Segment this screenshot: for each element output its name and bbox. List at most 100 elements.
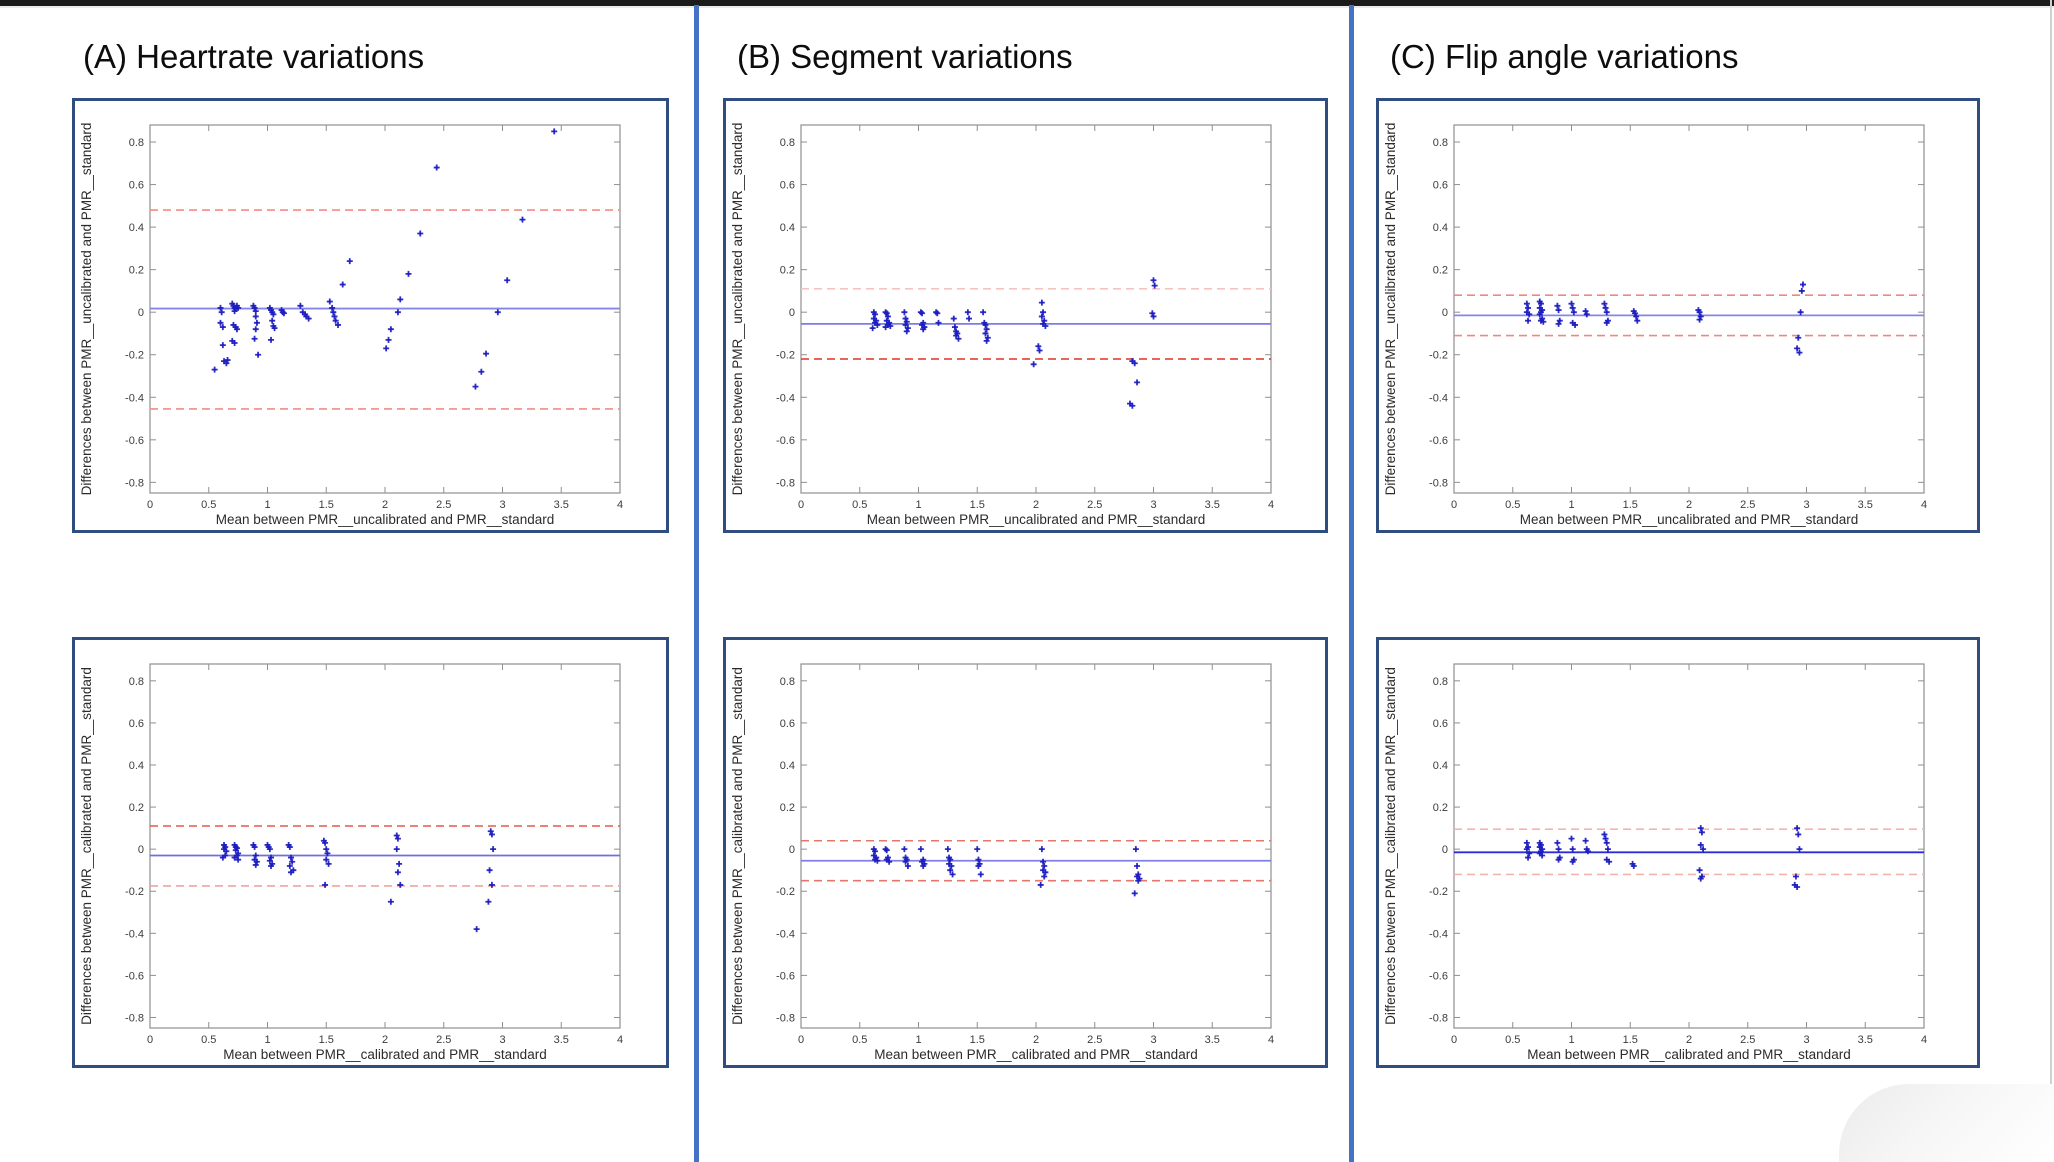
svg-text:0.5: 0.5 bbox=[201, 499, 216, 511]
svg-text:1.5: 1.5 bbox=[319, 499, 334, 511]
svg-text:2.5: 2.5 bbox=[1087, 1034, 1102, 1046]
svg-text:0: 0 bbox=[798, 1034, 804, 1046]
svg-text:0.4: 0.4 bbox=[1433, 760, 1448, 772]
svg-text:-0.2: -0.2 bbox=[125, 886, 144, 898]
svg-text:-0.2: -0.2 bbox=[125, 350, 144, 362]
svg-text:0.8: 0.8 bbox=[1433, 676, 1448, 688]
svg-text:0.8: 0.8 bbox=[129, 137, 144, 149]
y-axis-label: Differences between PMR__uncalibrated an… bbox=[1383, 123, 1398, 496]
svg-text:0: 0 bbox=[1451, 1034, 1457, 1046]
svg-text:2: 2 bbox=[1686, 499, 1692, 511]
window-top-bar bbox=[0, 0, 2054, 6]
top-bar-underline bbox=[0, 6, 2054, 8]
svg-text:1.5: 1.5 bbox=[319, 1034, 334, 1046]
svg-text:0.8: 0.8 bbox=[129, 676, 144, 688]
svg-text:0.4: 0.4 bbox=[129, 222, 144, 234]
plot-canvas-flipangle-uncalibrated: 0 0.5 1 1.5 2 2.5 3 3.5 4 0.8 0.6 0.4 0.2 0 -0.2 -0.4 -0… bbox=[1383, 123, 1927, 527]
svg-text:0.2: 0.2 bbox=[129, 802, 144, 814]
svg-text:-0.4: -0.4 bbox=[125, 928, 144, 940]
svg-text:3: 3 bbox=[499, 499, 505, 511]
svg-text:-0.4: -0.4 bbox=[1429, 392, 1448, 404]
svg-text:2: 2 bbox=[1033, 499, 1039, 511]
svg-text:0.5: 0.5 bbox=[1505, 499, 1520, 511]
svg-text:4: 4 bbox=[1921, 499, 1927, 511]
svg-text:0.6: 0.6 bbox=[780, 718, 795, 730]
svg-text:0: 0 bbox=[147, 1034, 153, 1046]
svg-text:-0.4: -0.4 bbox=[776, 928, 795, 940]
svg-text:0.2: 0.2 bbox=[780, 265, 795, 277]
plot-panel-segment-uncalibrated: 0 0.5 1 1.5 2 2.5 3 3.5 4 0.8 0.6 0.4 0.2 0 -0.2 -0.4 -0… bbox=[723, 98, 1328, 533]
svg-text:2.5: 2.5 bbox=[436, 499, 451, 511]
svg-text:-0.8: -0.8 bbox=[125, 1012, 144, 1024]
svg-text:0.2: 0.2 bbox=[129, 265, 144, 277]
svg-text:1: 1 bbox=[264, 1034, 270, 1046]
svg-text:-0.2: -0.2 bbox=[1429, 350, 1448, 362]
svg-text:0.8: 0.8 bbox=[1433, 137, 1448, 149]
column-divider-2 bbox=[1349, 5, 1354, 1162]
svg-text:0.6: 0.6 bbox=[1433, 718, 1448, 730]
svg-text:-0.8: -0.8 bbox=[776, 1012, 795, 1024]
corner-overlay bbox=[1839, 1084, 2054, 1162]
svg-text:-0.6: -0.6 bbox=[776, 435, 795, 447]
svg-text:0: 0 bbox=[789, 844, 795, 856]
svg-text:0: 0 bbox=[1442, 307, 1448, 319]
svg-text:0: 0 bbox=[147, 499, 153, 511]
svg-text:0.6: 0.6 bbox=[129, 180, 144, 192]
y-axis-label: Differences between PMR__calibrated and … bbox=[730, 667, 745, 1025]
y-axis-label: Differences between PMR__calibrated and … bbox=[1383, 667, 1398, 1025]
column-divider-1 bbox=[694, 5, 699, 1162]
svg-text:4: 4 bbox=[1921, 1034, 1927, 1046]
svg-text:0: 0 bbox=[1451, 499, 1457, 511]
svg-text:0.4: 0.4 bbox=[129, 760, 144, 772]
svg-text:3.5: 3.5 bbox=[1858, 1034, 1873, 1046]
plot-panel-heartrate-calibrated: 0 0.5 1 1.5 2 2.5 3 3.5 4 0.8 0.6 0.4 0.2 0 -0.2 -0.4 -0… bbox=[72, 637, 669, 1068]
svg-text:-0.6: -0.6 bbox=[1429, 435, 1448, 447]
svg-text:0.5: 0.5 bbox=[201, 1034, 216, 1046]
svg-text:3.5: 3.5 bbox=[1205, 1034, 1220, 1046]
plot-canvas-segment-calibrated: 0 0.5 1 1.5 2 2.5 3 3.5 4 0.8 0.6 0.4 0.2 0 -0.2 -0.4 -0… bbox=[730, 663, 1274, 1062]
svg-text:1.5: 1.5 bbox=[970, 499, 985, 511]
svg-text:0.5: 0.5 bbox=[852, 499, 867, 511]
y-axis-label: Differences between PMR__calibrated and … bbox=[79, 667, 94, 1025]
svg-text:0: 0 bbox=[138, 307, 144, 319]
svg-text:1: 1 bbox=[1568, 499, 1574, 511]
svg-text:0.6: 0.6 bbox=[1433, 180, 1448, 192]
svg-text:-0.8: -0.8 bbox=[1429, 1012, 1448, 1024]
svg-text:3: 3 bbox=[499, 1034, 505, 1046]
x-axis-label: Mean between PMR__calibrated and PMR__st… bbox=[1527, 1047, 1850, 1062]
panel-b-title: (B) Segment variations bbox=[737, 38, 1073, 75]
svg-text:1.5: 1.5 bbox=[1623, 499, 1638, 511]
svg-text:3.5: 3.5 bbox=[1858, 499, 1873, 511]
svg-text:3: 3 bbox=[1803, 1034, 1809, 1046]
svg-text:3.5: 3.5 bbox=[554, 1034, 569, 1046]
svg-text:0.5: 0.5 bbox=[852, 1034, 867, 1046]
svg-text:-0.6: -0.6 bbox=[125, 970, 144, 982]
svg-text:0.8: 0.8 bbox=[780, 676, 795, 688]
svg-text:-0.6: -0.6 bbox=[125, 435, 144, 447]
svg-text:-0.2: -0.2 bbox=[776, 350, 795, 362]
y-axis-label: Differences between PMR__uncalibrated an… bbox=[79, 123, 94, 496]
svg-text:-0.6: -0.6 bbox=[1429, 970, 1448, 982]
plot-canvas-segment-uncalibrated: 0 0.5 1 1.5 2 2.5 3 3.5 4 0.8 0.6 0.4 0.2 0 -0.2 -0.4 -0… bbox=[730, 123, 1274, 527]
svg-text:-0.2: -0.2 bbox=[1429, 886, 1448, 898]
svg-text:0.2: 0.2 bbox=[1433, 802, 1448, 814]
svg-text:0: 0 bbox=[138, 844, 144, 856]
svg-text:4: 4 bbox=[617, 499, 623, 511]
plot-panel-heartrate-uncalibrated: 0 0.5 1 1.5 2 2.5 3 3.5 4 0.8 0.6 0.4 0.2 0 -0.2 -0.4 -0… bbox=[72, 98, 669, 533]
svg-text:4: 4 bbox=[617, 1034, 623, 1046]
panel-a-title: (A) Heartrate variations bbox=[83, 38, 425, 75]
svg-text:0.4: 0.4 bbox=[780, 222, 795, 234]
svg-text:-0.4: -0.4 bbox=[776, 392, 795, 404]
y-axis-label: Differences between PMR__uncalibrated an… bbox=[730, 123, 745, 496]
svg-text:3: 3 bbox=[1803, 499, 1809, 511]
svg-text:0.2: 0.2 bbox=[780, 802, 795, 814]
svg-text:2.5: 2.5 bbox=[436, 1034, 451, 1046]
panel-c-title: (C) Flip angle variations bbox=[1390, 38, 1739, 75]
svg-text:0.4: 0.4 bbox=[780, 760, 795, 772]
svg-text:1: 1 bbox=[915, 1034, 921, 1046]
svg-text:-0.2: -0.2 bbox=[776, 886, 795, 898]
svg-text:-0.6: -0.6 bbox=[776, 970, 795, 982]
svg-text:1.5: 1.5 bbox=[970, 1034, 985, 1046]
svg-text:0.5: 0.5 bbox=[1505, 1034, 1520, 1046]
